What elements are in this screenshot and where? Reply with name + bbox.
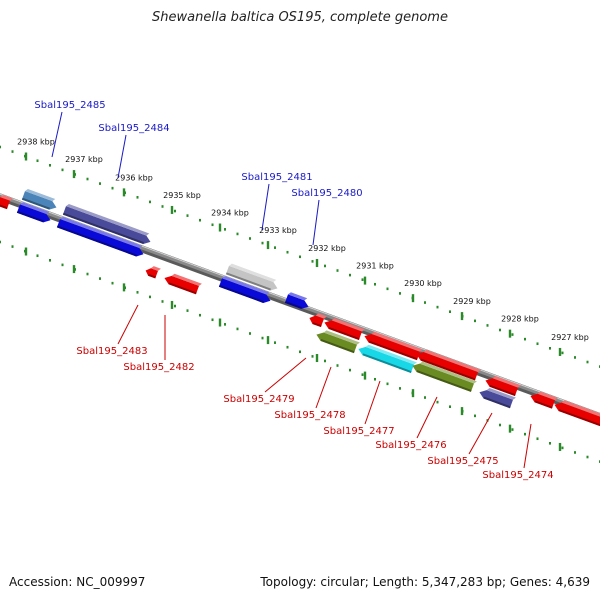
- gene-label-Sbal195_2478[interactable]: Sbal195_2478: [274, 410, 345, 421]
- cds-Sbal195_2476[interactable]: [478, 385, 516, 409]
- major-tick: [72, 265, 76, 274]
- label-leader-line: [315, 366, 332, 409]
- major-tick: [218, 318, 222, 327]
- cds-Sbal195_2481[interactable]: [225, 263, 280, 293]
- major-tick: [363, 371, 367, 380]
- cds-edge-red[interactable]: [0, 192, 13, 210]
- gene-label-Sbal195_2477[interactable]: Sbal195_2477: [323, 426, 394, 437]
- major-tick: [122, 283, 126, 292]
- major-tick: [315, 354, 319, 363]
- major-tick: [170, 205, 174, 214]
- gene-label-Sbal195_2484[interactable]: Sbal195_2484: [98, 123, 169, 134]
- scale-tick-label: 2927 kbp: [551, 333, 589, 342]
- cds-Sbal195_2480[interactable]: [284, 292, 311, 311]
- scale-tick-label: 2935 kbp: [163, 191, 201, 200]
- major-tick: [218, 223, 222, 232]
- gene-label-Sbal195_2485[interactable]: Sbal195_2485: [34, 100, 105, 111]
- scale-tick-label: 2931 kbp: [356, 262, 394, 271]
- accession-text: Accession: NC_009997: [9, 575, 146, 589]
- major-tick: [411, 389, 415, 398]
- gene-label-Sbal195_2476[interactable]: Sbal195_2476: [375, 440, 446, 451]
- major-tick: [508, 329, 512, 338]
- major-tick: [558, 347, 562, 356]
- label-leader-line: [364, 380, 381, 425]
- cds-Sbal195_2485[interactable]: [21, 188, 59, 211]
- major-tick: [508, 424, 512, 433]
- label-leader-line: [468, 412, 493, 455]
- cds-red-d[interactable]: [484, 373, 521, 397]
- major-tick: [122, 188, 126, 197]
- major-tick: [411, 294, 415, 303]
- gene-label-Sbal195_2474[interactable]: Sbal195_2474: [482, 470, 553, 481]
- genome-stats-text: Topology: circular; Length: 5,347,283 bp…: [260, 575, 590, 589]
- scale-tick-label: 2928 kbp: [501, 315, 539, 324]
- cds-Sbal195_2478[interactable]: [357, 342, 417, 374]
- major-tick: [72, 170, 76, 179]
- major-tick: [558, 442, 562, 451]
- cds-Sbal195_2479[interactable]: [315, 328, 360, 354]
- major-tick: [170, 300, 174, 309]
- label-leader-line: [523, 423, 532, 469]
- scale-tick-label: 2936 kbp: [115, 173, 153, 182]
- major-tick: [266, 336, 270, 345]
- scale-tick-label: 2932 kbp: [308, 244, 346, 253]
- major-tick: [460, 407, 464, 416]
- label-leader-line: [312, 199, 320, 246]
- label-leader-line: [416, 396, 438, 439]
- scale-tick-label: 2930 kbp: [404, 279, 442, 288]
- gene-label-Sbal195_2483[interactable]: Sbal195_2483: [76, 346, 147, 357]
- major-tick: [24, 247, 28, 256]
- major-tick: [24, 152, 28, 161]
- cds-Sbal195_2477[interactable]: [411, 359, 477, 393]
- cds-red-e[interactable]: [529, 389, 558, 409]
- cds-upper-blue-1[interactable]: [16, 202, 53, 225]
- gene-label-Sbal195_2475[interactable]: Sbal195_2475: [427, 456, 498, 467]
- cds-red-b[interactable]: [363, 329, 423, 361]
- cds-Sbal195_2474[interactable]: [553, 398, 600, 428]
- gene-label-Sbal195_2482[interactable]: Sbal195_2482: [123, 362, 194, 373]
- label-leader-line: [261, 183, 270, 231]
- label-leader-line: [117, 304, 139, 345]
- cds-Sbal195_2483[interactable]: [144, 264, 161, 279]
- label-leader-line: [264, 357, 307, 393]
- label-leader-line: [117, 134, 127, 179]
- scale-tick-label: 2938 kbp: [17, 138, 55, 147]
- scale-tick-label: 2929 kbp: [453, 297, 491, 306]
- cds-upper-blue-2[interactable]: [56, 216, 146, 258]
- label-leader-line: [51, 111, 63, 158]
- cds-Sbal195_2484[interactable]: [62, 203, 153, 246]
- cds-small-red[interactable]: [308, 311, 327, 328]
- cds-Sbal195_2482[interactable]: [163, 271, 202, 295]
- cds-upper-blue-3[interactable]: [218, 275, 273, 305]
- map-title: Shewanella baltica OS195, complete genom…: [152, 10, 448, 25]
- major-tick: [315, 259, 319, 268]
- cds-red-c[interactable]: [415, 347, 481, 381]
- gene-label-Sbal195_2480[interactable]: Sbal195_2480: [291, 188, 362, 199]
- major-tick: [363, 276, 367, 285]
- major-tick: [266, 241, 270, 250]
- scale-tick-label: 2937 kbp: [65, 155, 103, 164]
- gene-label-Sbal195_2481[interactable]: Sbal195_2481: [241, 172, 312, 183]
- scale-tick-label: 2933 kbp: [259, 226, 297, 235]
- major-tick: [460, 312, 464, 321]
- scale-tick-label: 2934 kbp: [211, 209, 249, 218]
- gene-label-Sbal195_2479[interactable]: Sbal195_2479: [223, 394, 294, 405]
- cds-red-a[interactable]: [323, 315, 365, 340]
